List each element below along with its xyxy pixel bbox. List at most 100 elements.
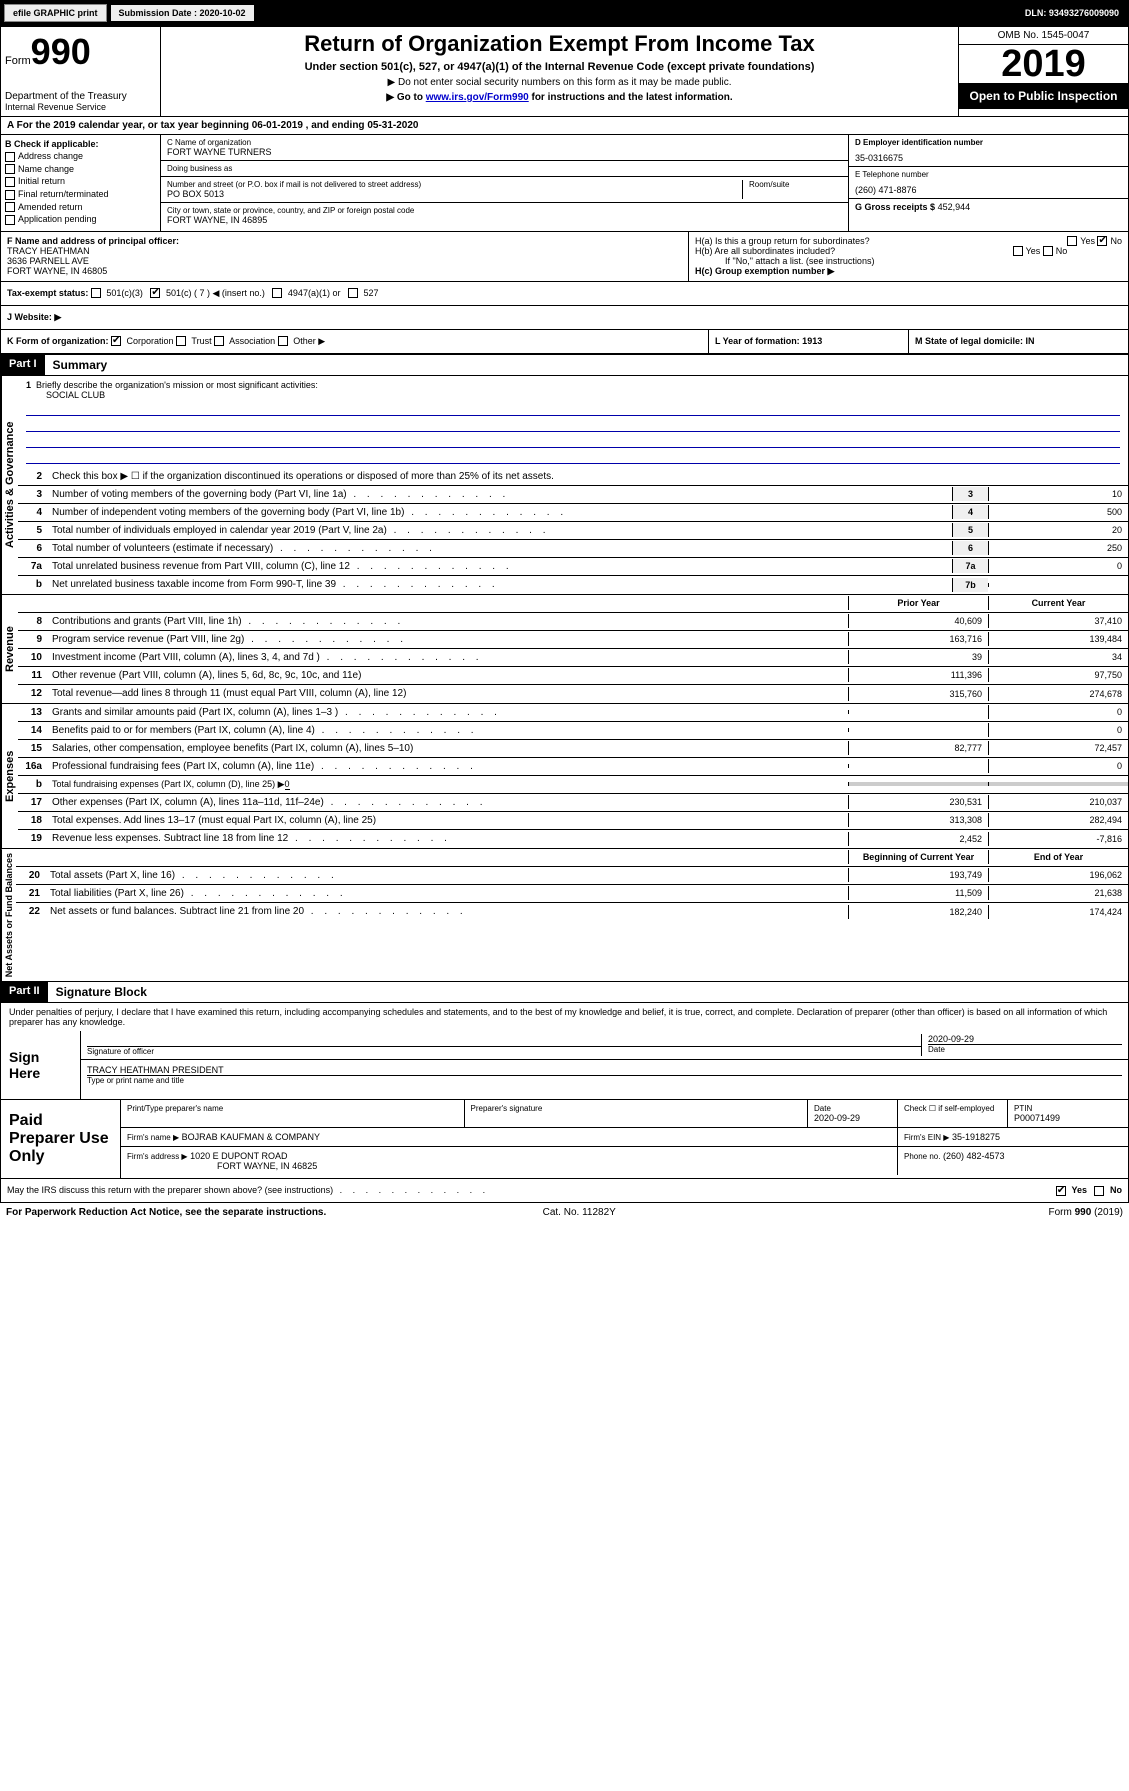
addr-value: PO BOX 5013 (167, 189, 742, 199)
i-501c[interactable] (150, 288, 160, 298)
p18: 313,308 (848, 813, 988, 827)
form-title: Return of Organization Exempt From Incom… (165, 31, 954, 57)
p13 (848, 710, 988, 714)
cb-initial[interactable] (5, 177, 15, 187)
section-bcd: B Check if applicable: Address change Na… (0, 135, 1129, 232)
l4-text: Number of independent voting members of … (48, 505, 952, 520)
hb-yes[interactable] (1013, 246, 1023, 256)
l2-text: Check this box ▶ ☐ if the organization d… (48, 469, 1128, 484)
i-501c3[interactable] (91, 288, 101, 298)
firm-addr-label: Firm's address ▶ (127, 1152, 188, 1161)
c10: 34 (988, 650, 1128, 664)
paid-preparer-section: Paid Preparer Use Only Print/Type prepar… (0, 1100, 1129, 1179)
tel-value: (260) 471-8876 (855, 185, 1122, 195)
l5-text: Total number of individuals employed in … (48, 523, 952, 538)
irs-label: Internal Revenue Service (5, 102, 156, 112)
open-inspection: Open to Public Inspection (959, 83, 1128, 109)
p15: 82,777 (848, 741, 988, 755)
section-i: Tax-exempt status: 501(c)(3) 501(c) ( 7 … (0, 282, 1129, 306)
tel-label: E Telephone number (855, 170, 1122, 179)
p21: 11,509 (848, 886, 988, 900)
discuss-row: May the IRS discuss this return with the… (0, 1179, 1129, 1203)
l13-text: Grants and similar amounts paid (Part IX… (48, 705, 848, 720)
typed-label: Type or print name and title (87, 1075, 1122, 1085)
f-addr1: 3636 PARNELL AVE (7, 256, 682, 266)
cb-pending[interactable] (5, 215, 15, 225)
p16a (848, 764, 988, 768)
m-state: M State of legal domicile: IN (908, 330, 1128, 353)
cb-name[interactable] (5, 164, 15, 174)
paid-label: Paid Preparer Use Only (1, 1100, 121, 1178)
form-header: Form990 Department of the Treasury Inter… (0, 26, 1129, 117)
room-label: Room/suite (749, 180, 842, 189)
l5-val: 20 (988, 523, 1128, 537)
c13: 0 (988, 705, 1128, 719)
cb-amended[interactable] (5, 202, 15, 212)
p10: 39 (848, 650, 988, 664)
l12-text: Total revenue—add lines 8 through 11 (mu… (48, 686, 848, 701)
p17: 230,531 (848, 795, 988, 809)
pra-notice: For Paperwork Reduction Act Notice, see … (6, 1207, 326, 1218)
l16b-val: 0 (285, 779, 290, 790)
f-addr2: FORT WAYNE, IN 46805 (7, 266, 682, 276)
k-corp[interactable] (111, 336, 121, 346)
dln: DLN: 93493276009090 (1025, 8, 1125, 18)
city-value: FORT WAYNE, IN 46895 (167, 215, 842, 225)
hb-no[interactable] (1043, 246, 1053, 256)
efile-button[interactable]: efile GRAPHIC print (4, 4, 107, 22)
part1-header: Part I (1, 355, 45, 375)
k-label: K Form of organization: (7, 336, 109, 346)
hc-label: H(c) Group exemption number ▶ (695, 266, 834, 276)
k-other[interactable] (278, 336, 288, 346)
prep-date-label: Date (814, 1104, 891, 1113)
l20-text: Total assets (Part X, line 16) (46, 868, 848, 883)
discuss-no[interactable] (1094, 1186, 1104, 1196)
gross-label: G Gross receipts $ (855, 202, 935, 212)
top-bar: efile GRAPHIC print Submission Date : 20… (0, 0, 1129, 26)
l7a-text: Total unrelated business revenue from Pa… (48, 559, 952, 574)
part1-netassets: Net Assets or Fund Balances Beginning of… (0, 849, 1129, 982)
c12: 274,678 (988, 687, 1128, 701)
dept-treasury: Department of the Treasury (5, 91, 156, 102)
ptin: P00071499 (1014, 1113, 1122, 1123)
l9-text: Program service revenue (Part VIII, line… (48, 632, 848, 647)
l21-text: Total liabilities (Part X, line 26) (46, 886, 848, 901)
part1-governance: Activities & Governance 1 Briefly descri… (0, 376, 1129, 595)
f-name: TRACY HEATHMAN (7, 246, 682, 256)
date-label: Date (928, 1044, 1122, 1054)
i-4947[interactable] (272, 288, 282, 298)
k-assoc[interactable] (214, 336, 224, 346)
cb-address[interactable] (5, 152, 15, 162)
ha-yes[interactable] (1067, 236, 1077, 246)
form-label: Form (5, 55, 31, 67)
part1-revenue: Revenue Prior YearCurrent Year 8Contribu… (0, 595, 1129, 704)
irs-link[interactable]: www.irs.gov/Form990 (426, 92, 529, 103)
p22: 182,240 (848, 905, 988, 919)
declaration: Under penalties of perjury, I declare th… (1, 1003, 1128, 1031)
l18-text: Total expenses. Add lines 13–17 (must eq… (48, 813, 848, 828)
end-hdr: End of Year (988, 850, 1128, 864)
l19-text: Revenue less expenses. Subtract line 18 … (48, 831, 848, 846)
section-j: J Website: ▶ (0, 306, 1129, 330)
cat-no: Cat. No. 11282Y (543, 1207, 616, 1218)
tax-year: 2019 (959, 45, 1128, 83)
hb-note: If "No," attach a list. (see instruction… (695, 256, 1122, 266)
l3-val: 10 (988, 487, 1128, 501)
i-label: Tax-exempt status: (7, 288, 88, 298)
i-527[interactable] (348, 288, 358, 298)
discuss-yes[interactable] (1056, 1186, 1066, 1196)
p20: 193,749 (848, 868, 988, 882)
beg-hdr: Beginning of Current Year (848, 850, 988, 864)
ha-no[interactable] (1097, 236, 1107, 246)
c20: 196,062 (988, 868, 1128, 882)
cb-final[interactable] (5, 190, 15, 200)
k-trust[interactable] (176, 336, 186, 346)
l11-text: Other revenue (Part VIII, column (A), li… (48, 668, 848, 683)
vlabel-revenue: Revenue (1, 595, 18, 703)
section-klm: K Form of organization: Corporation Trus… (0, 330, 1129, 354)
footer: For Paperwork Reduction Act Notice, see … (0, 1203, 1129, 1222)
b-header: B Check if applicable: (5, 139, 99, 149)
l10-text: Investment income (Part VIII, column (A)… (48, 650, 848, 665)
part1-title: Summary (45, 355, 116, 375)
l3-text: Number of voting members of the governin… (48, 487, 952, 502)
